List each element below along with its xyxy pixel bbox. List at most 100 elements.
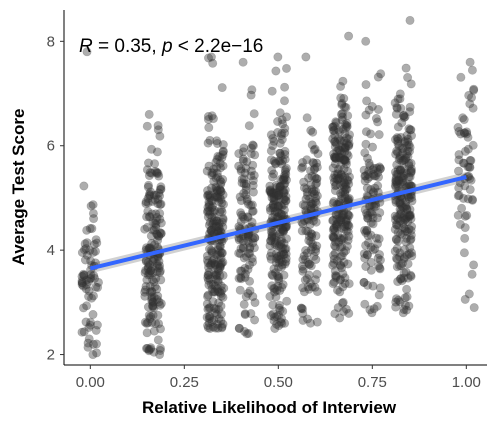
data-point [268,188,278,198]
data-point [282,296,292,306]
x-tick-label: 0.75 [358,374,387,391]
data-point [328,279,338,289]
data-point [149,293,159,303]
data-point [86,270,96,280]
data-point [77,280,87,290]
data-point [281,169,291,179]
data-point [266,236,276,246]
data-point [399,273,409,283]
data-point [145,243,155,253]
data-point [156,228,166,238]
data-point [344,211,354,221]
data-point [399,203,409,213]
data-point [335,313,345,323]
data-point [340,120,350,130]
data-point [150,218,160,228]
data-point [276,209,286,219]
data-point [277,135,287,145]
data-point [236,166,246,176]
data-point [155,300,165,310]
data-point [268,133,278,143]
data-point [242,196,252,206]
data-point [239,174,249,184]
data-point [88,200,98,210]
data-point [336,152,346,162]
data-point [331,271,341,281]
data-point [343,211,353,221]
data-point [204,123,214,133]
data-point [337,112,347,122]
data-point [210,287,220,297]
data-point [215,158,225,168]
data-point [335,127,345,137]
data-point [210,281,220,291]
data-point [311,244,321,254]
data-point [208,218,218,228]
data-point [153,335,163,345]
data-point [82,238,92,248]
data-point [395,153,405,163]
data-point [209,268,219,278]
data-point [311,186,321,196]
data-point [277,318,287,328]
data-point [204,318,214,328]
data-point [360,171,370,181]
data-point [206,225,216,235]
data-point [301,226,311,236]
data-point [394,175,404,185]
data-point [341,102,351,112]
data-point [400,293,410,303]
data-point [143,206,153,216]
data-point [308,127,318,137]
data-point [374,261,384,271]
data-point [272,311,282,321]
data-point [391,149,401,159]
data-point [85,320,95,330]
data-point [398,173,408,183]
data-point [213,286,223,296]
data-point [234,161,244,171]
data-point [369,164,379,174]
data-point [335,213,345,223]
data-point [217,83,227,93]
data-point [148,217,158,227]
data-point [148,275,158,285]
data-point [337,298,347,308]
data-point [405,172,415,182]
data-point [337,209,347,219]
data-point [336,169,346,179]
data-point [240,326,250,336]
data-point [395,165,405,175]
data-point [333,134,343,144]
data-point [390,167,400,177]
data-point [276,227,286,237]
data-point [341,246,351,256]
data-point [304,236,314,246]
data-point [329,173,339,183]
data-point [280,244,290,254]
data-point [211,304,221,314]
data-point [342,175,352,185]
data-point [360,171,370,181]
data-point [147,286,157,296]
data-point [236,196,246,206]
data-point [304,270,314,280]
data-point [394,198,404,208]
data-point [335,233,345,243]
data-point [393,181,403,191]
data-point [236,244,246,254]
data-point [469,260,479,270]
data-point [268,141,278,151]
data-point [329,232,339,242]
data-point [204,280,214,290]
data-point [266,189,276,199]
data-point [340,172,350,182]
data-point [156,299,166,309]
data-point [147,209,157,219]
data-point [82,47,92,57]
data-point [368,219,378,229]
data-point [218,140,228,150]
data-point [465,156,475,166]
data-point [266,155,276,165]
data-point [79,327,89,337]
